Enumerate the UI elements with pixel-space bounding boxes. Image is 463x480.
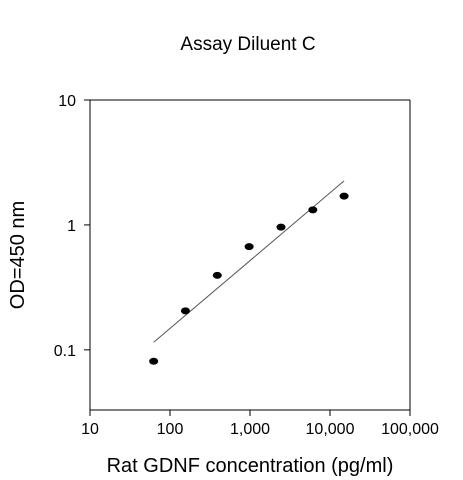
x-axis-label: Rat GDNF concentration (pg/ml)	[107, 455, 394, 477]
data-point	[339, 192, 349, 200]
y-tick-label: 1	[67, 218, 76, 235]
y-tick-label: 0.1	[54, 343, 76, 360]
chart-title: Assay Diluent C	[180, 34, 315, 55]
x-tick-label: 1,000	[230, 421, 270, 438]
x-tick-label: 10	[81, 421, 99, 438]
x-tick-label: 100,000	[381, 421, 439, 438]
fit-line	[153, 180, 345, 343]
x-tick-label: 100	[157, 421, 184, 438]
data-point	[308, 206, 318, 214]
plot-area: 10 100 1,000 10,000 100,000 0.1 1 10	[54, 93, 439, 438]
data-point	[276, 223, 286, 231]
data-point	[180, 307, 190, 315]
data-point	[212, 271, 222, 279]
data-point	[244, 243, 254, 251]
data-point	[149, 357, 159, 365]
fit-line-group	[153, 180, 345, 343]
y-axis-label: OD=450 nm	[7, 201, 29, 309]
x-ticks: 10 100 1,000 10,000 100,000	[81, 410, 439, 438]
x-tick-label: 10,000	[306, 421, 355, 438]
y-tick-label: 10	[58, 93, 76, 110]
y-ticks: 0.1 1 10	[54, 93, 90, 360]
data-points	[149, 192, 349, 365]
